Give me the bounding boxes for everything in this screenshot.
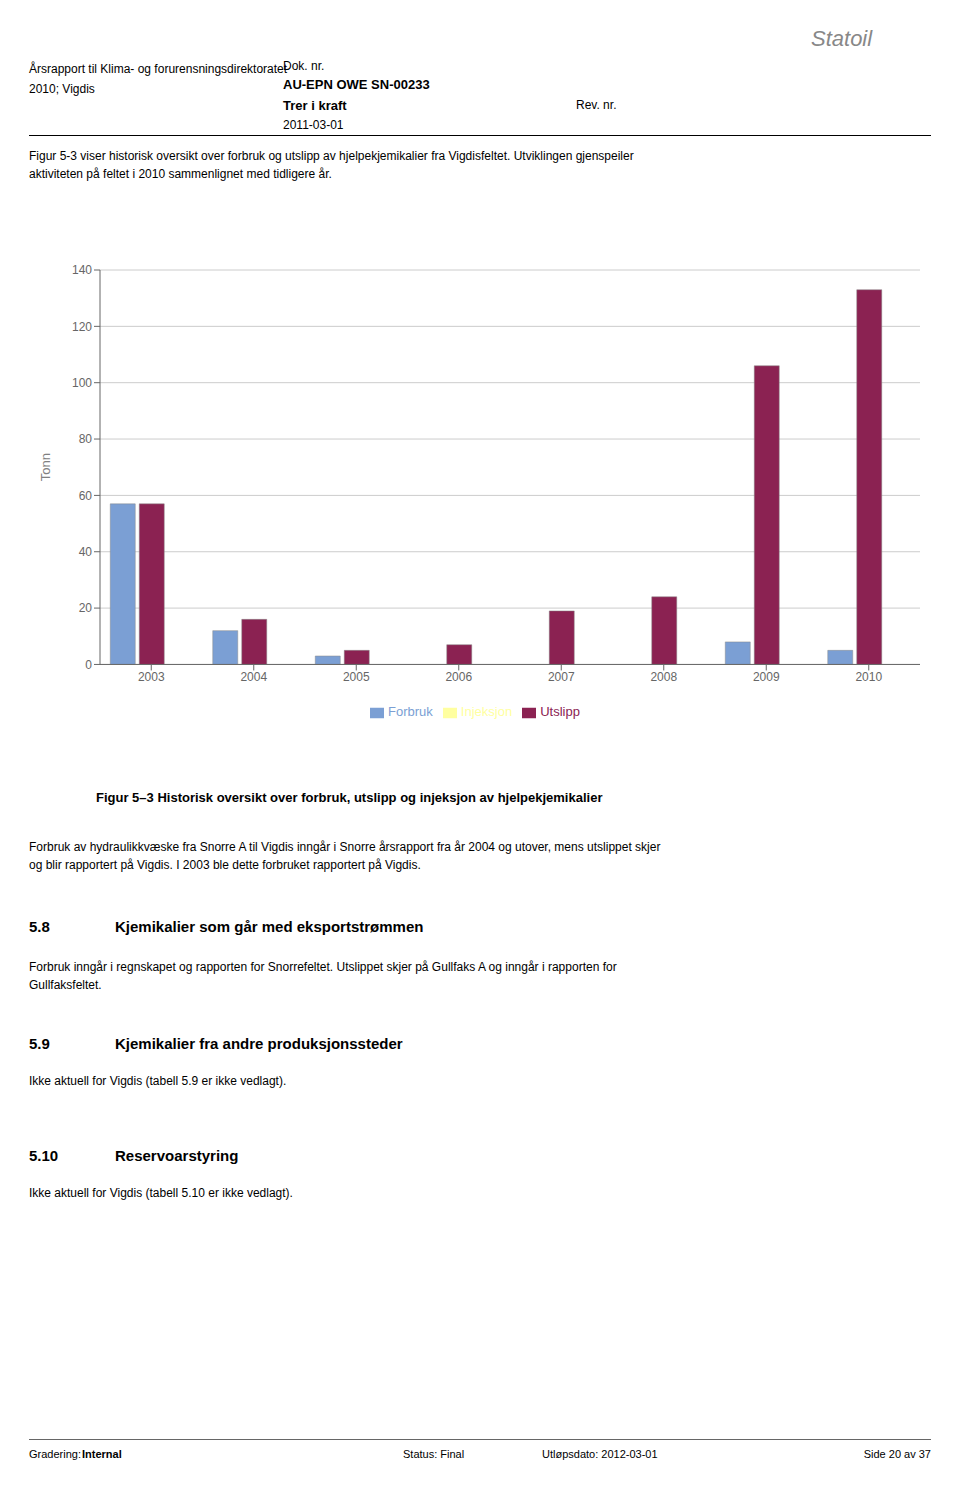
html-text:5.8: 5.8 [29, 918, 50, 935]
html-text:Statoil: Statoil [811, 26, 873, 51]
html-text:Kjemikalier fra andre produksj: Kjemikalier fra andre produksjonssteder [115, 1035, 403, 1052]
svg-text:2007: 2007 [548, 670, 575, 684]
svg-text:60: 60 [79, 489, 93, 503]
svg-text:120: 120 [72, 320, 92, 334]
html-text:Dok. nr.: Dok. nr. [283, 59, 325, 73]
svg-text:2010: 2010 [855, 670, 882, 684]
html-text:2010; Vigdis: 2010; Vigdis [29, 82, 95, 96]
svg-text:40: 40 [79, 545, 93, 559]
html-text:Trer i kraft: Trer i kraft [283, 98, 347, 113]
html-text:AU-EPN OWE SN-00233: AU-EPN OWE SN-00233 [283, 77, 430, 92]
html-text:Figur 5–3 Historisk oversikt o: Figur 5–3 Historisk oversikt over forbru… [96, 790, 603, 805]
svg-text:2004: 2004 [240, 670, 267, 684]
html-text:Forbruk inngår i regnskapet og: Forbruk inngår i regnskapet og rapporten… [29, 960, 617, 974]
html-text:Forbruk: Forbruk [388, 704, 433, 720]
html-text:5.9: 5.9 [29, 1035, 50, 1052]
svg-text:2008: 2008 [650, 670, 677, 684]
svg-text:2003: 2003 [138, 670, 165, 684]
html-text:Ikke aktuell for Vigdis (tabel: Ikke aktuell for Vigdis (tabell 5.9 er i… [29, 1074, 287, 1088]
html-text:Rev. nr.: Rev. nr. [576, 98, 617, 112]
html-text:Gradering: Internal: Gradering: Internal [29, 1448, 122, 1460]
svg-text:2009: 2009 [753, 670, 780, 684]
html-text:aktiviteten på feltet i 2010 s: aktiviteten på feltet i 2010 sammenligne… [29, 167, 332, 181]
html-text:Figur 5-3 viser historisk over: Figur 5-3 viser historisk oversikt over … [29, 149, 634, 163]
html-text:Årsrapport til Klima- og forur: Årsrapport til Klima- og forurensningsdi… [29, 62, 288, 76]
svg-text:2006: 2006 [445, 670, 472, 684]
svg-text:20: 20 [79, 601, 93, 615]
html-text:5.10: 5.10 [29, 1147, 59, 1164]
html-text:Utslipp: Utslipp [540, 704, 580, 720]
html-text:Ikke aktuell for Vigdis (tabel: Ikke aktuell for Vigdis (tabell 5.10 er … [29, 1186, 293, 1200]
svg-text:Tonn: Tonn [38, 453, 53, 481]
svg-text:0: 0 [85, 658, 92, 672]
html-text:Forbruk av hydraulikkvæske fra: Forbruk av hydraulikkvæske fra Snorre A … [29, 840, 661, 854]
html-text:Injeksjon: Injeksjon [460, 704, 513, 720]
html-text:Reservoarstyring: Reservoarstyring [115, 1147, 239, 1164]
svg-text:140: 140 [72, 263, 92, 277]
svg-text:80: 80 [79, 432, 93, 446]
html-text:Gullfaksfeltet.: Gullfaksfeltet. [29, 978, 102, 992]
html-text:Utløpsdato: 2012-03-01: Utløpsdato: 2012-03-01 [542, 1448, 658, 1460]
html-text:Kjemikalier som går med ekspor: Kjemikalier som går med eksportstrømmen [115, 918, 424, 935]
svg-text:100: 100 [72, 376, 92, 390]
svg-text:2005: 2005 [343, 670, 370, 684]
html-text:Status: Final: Status: Final [403, 1448, 465, 1460]
html-text:2011-03-01: 2011-03-01 [283, 118, 344, 132]
html-text:og blir rapportert på Vigdis.: og blir rapportert på Vigdis. I 2003 ble… [29, 858, 421, 872]
html-text:Side 20 av 37: Side 20 av 37 [863, 1448, 931, 1460]
